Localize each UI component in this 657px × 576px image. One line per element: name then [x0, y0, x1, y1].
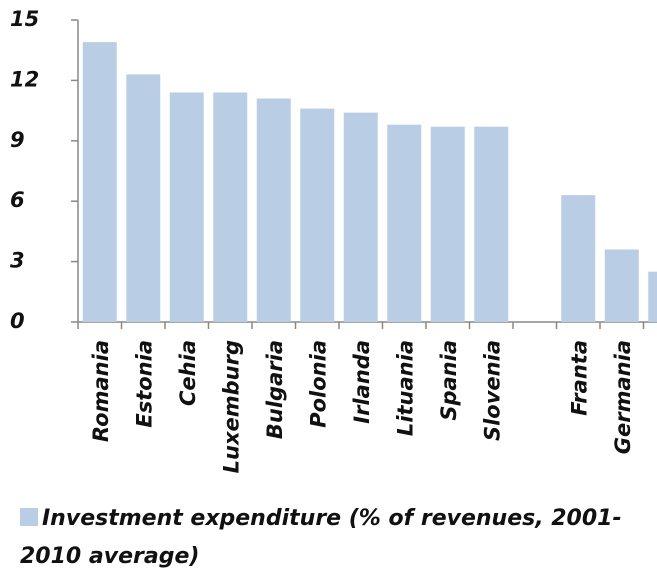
bar [169, 92, 204, 322]
bar [430, 126, 465, 322]
y-tick-label: 15 [10, 7, 39, 31]
bar [213, 92, 248, 322]
x-tick-label: Austria [654, 340, 657, 427]
x-tick-label: Lituania [393, 340, 417, 436]
x-tick-label: Bulgaria [263, 340, 287, 439]
legend-label: Investment expenditure (% of revenues, 2… [20, 506, 622, 569]
x-tick-label: Romania [89, 340, 113, 442]
bar [648, 271, 657, 322]
y-tick-label: 0 [10, 309, 25, 333]
x-tick-label: Luxemburg [219, 340, 243, 473]
x-tick-label: Germania [611, 340, 635, 454]
x-tick-label: Estonia [132, 340, 156, 428]
x-tick-label: Spania [437, 340, 461, 421]
x-tick-label: Polonia [306, 340, 330, 428]
x-tick-label: Slovenia [480, 340, 504, 441]
bar [474, 126, 509, 322]
x-tick-label: Cehia [176, 340, 200, 406]
bar [604, 249, 639, 322]
y-tick-label: 3 [10, 249, 25, 273]
bar [343, 112, 378, 322]
y-tick-label: 6 [10, 188, 25, 212]
x-tick-label: Franta [567, 340, 591, 416]
legend-swatch [20, 508, 38, 526]
bar [126, 74, 161, 322]
bar [82, 42, 117, 322]
y-tick-label: 9 [10, 128, 25, 152]
y-tick-label: 12 [10, 67, 39, 91]
bar [387, 124, 422, 323]
chart: 0 3 6 9 12 15 Romania Estonia Cehia Luxemburg Bulg… [10, 7, 657, 473]
bar [256, 98, 291, 323]
bar [300, 108, 335, 322]
x-tick-label: Irlanda [350, 340, 374, 424]
bar [561, 195, 596, 322]
legend: Investment expenditure (% of revenues, 2… [20, 500, 650, 576]
